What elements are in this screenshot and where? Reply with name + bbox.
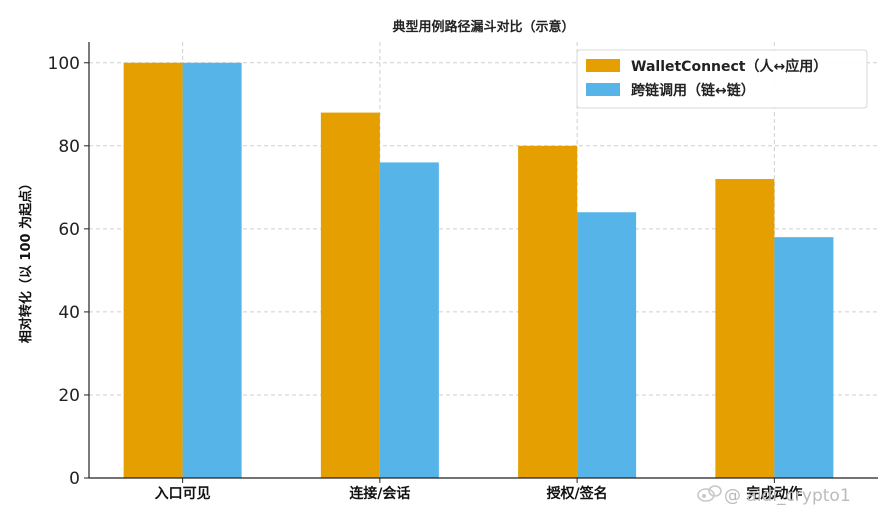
y-tick-label-20: 20 (58, 386, 80, 406)
x-axis-ticks: 入口可见 连接/会话 授权/签名 完成动作 (155, 478, 802, 502)
y-tick-label-80: 80 (58, 137, 80, 157)
bar-cross-chain-1 (379, 162, 439, 478)
legend: WalletConnect（人↔应用） 跨链调用（链↔链） (576, 49, 868, 109)
y-axis-label: 相对转化（以 100 为起点） (18, 177, 34, 343)
y-tick-label-100: 100 (48, 54, 80, 74)
chart-title: 典型用例路径漏斗对比（示意） (392, 19, 574, 35)
y-tick-label-0: 0 (69, 469, 80, 489)
legend-swatch-0 (586, 59, 620, 72)
legend-label-0: WalletConnect（人↔应用） (631, 58, 827, 75)
bar-walletconnect-2 (518, 145, 578, 479)
bar-cross-chain-3 (774, 237, 834, 478)
watermark: @ aidi_crypto1 (697, 485, 851, 506)
legend-box (576, 49, 868, 109)
x-tick-label-3: 完成动作 (746, 485, 802, 502)
bar-cross-chain-2 (577, 212, 637, 478)
bar-walletconnect-3 (715, 179, 775, 478)
bar-walletconnect-1 (320, 112, 380, 478)
x-tick-label-2: 授权/签名 (547, 485, 608, 502)
x-tick-label-1: 连接/会话 (349, 485, 410, 502)
weibo-icon (697, 485, 722, 502)
axes (88, 42, 878, 479)
y-tick-label-40: 40 (58, 303, 80, 323)
x-tick-label-0: 入口可见 (155, 486, 211, 502)
watermark-text: @ aidi_crypto1 (724, 486, 851, 506)
y-tick-label-60: 60 (58, 220, 80, 240)
legend-swatch-1 (586, 83, 620, 96)
bar-cross-chain-0 (182, 62, 242, 479)
legend-label-1: 跨链调用（链↔链） (631, 82, 755, 99)
y-axis-ticks: 0 20 40 60 80 100 (48, 54, 89, 489)
bar-walletconnect-0 (123, 62, 183, 479)
bars (123, 62, 834, 479)
